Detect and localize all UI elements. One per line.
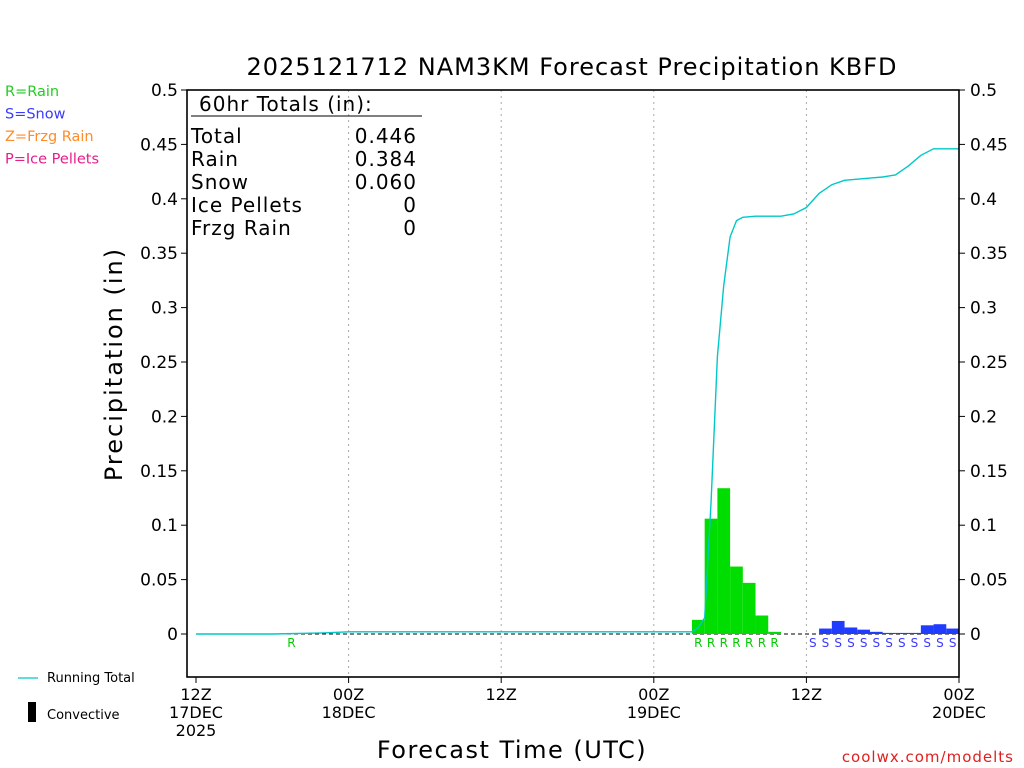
y-tick-label-left: 0 — [167, 625, 178, 645]
y-tick-label-left: 0.45 — [140, 135, 178, 155]
snow-bar — [882, 632, 896, 634]
ptype-legend: R=Rain S=Snow Z=Frzg Rain P=Ice Pellets — [5, 84, 99, 168]
rain-bar — [768, 631, 781, 634]
y-tick-label-right: 0.05 — [970, 571, 1008, 591]
snow-bar — [908, 632, 921, 634]
rain-bar — [704, 518, 718, 634]
y-axis-label: Precipitation (in) — [100, 247, 128, 481]
y-tick-label-right: 0.3 — [970, 299, 997, 319]
snow-bar — [920, 625, 934, 634]
plot-frame — [186, 89, 960, 678]
y-tick-label-right: 0 — [970, 625, 981, 645]
ptype-marker-s: S — [809, 636, 817, 650]
snow-bar — [844, 627, 858, 634]
totals-label: Snow — [191, 170, 249, 194]
ptype-marker-r: R — [745, 636, 753, 650]
totals-label: Rain — [191, 147, 239, 171]
totals-header: 60hr Totals (in): — [199, 92, 373, 116]
ptype-marker-s: S — [898, 636, 906, 650]
ptype-marker-s: S — [822, 636, 830, 650]
y-tick-label-left: 0.5 — [151, 81, 178, 101]
ptype-marker-r: R — [287, 636, 295, 650]
running-total-legend-label: Running Total — [47, 671, 135, 686]
y-tick-label-right: 0.1 — [970, 516, 997, 536]
legend-entry-rain: R=Rain — [5, 84, 59, 100]
x-tick-label: 00Z — [943, 685, 974, 704]
legend-entry-ice-pellets: P=Ice Pellets — [5, 152, 99, 168]
snow-bar — [869, 631, 883, 634]
legend-entry-snow: S=Snow — [5, 107, 66, 123]
x-tick-label: 17DEC — [169, 703, 223, 722]
totals-label: Total — [190, 124, 243, 148]
x-axis-label: Forecast Time (UTC) — [377, 736, 647, 764]
ptype-marker-s: S — [847, 636, 855, 650]
running-total-line — [196, 148, 959, 635]
rain-bar — [755, 615, 769, 634]
convective-swatch — [28, 702, 36, 722]
y-tick-label-right: 0.35 — [970, 244, 1008, 264]
chart-title: 2025121712 NAM3KM Forecast Precipitation… — [246, 53, 897, 81]
ptype-marker-s: S — [873, 636, 881, 650]
y-tick-label-left: 0.2 — [151, 407, 178, 427]
y-tick-label-right: 0.15 — [970, 462, 1008, 482]
snow-bar — [857, 629, 870, 634]
credit-text: coolwx.com/modelts — [842, 748, 1014, 766]
ptype-marker-r: R — [732, 636, 740, 650]
ptype-marker-s: S — [834, 636, 842, 650]
totals-label: Ice Pellets — [191, 193, 303, 217]
ptype-marker-s: S — [885, 636, 893, 650]
snow-bar — [933, 624, 947, 634]
ptype-marker-s: S — [860, 636, 868, 650]
snow-bar — [895, 632, 909, 634]
rain-bar — [730, 566, 743, 634]
y-tick-label-left: 0.3 — [151, 299, 178, 319]
x-tick-label: 12Z — [791, 685, 822, 704]
rain-bar — [742, 582, 756, 634]
x-tick-label: 12Z — [180, 685, 211, 704]
y-tick-label-left: 0.05 — [140, 571, 178, 591]
convective-legend-label: Convective — [47, 708, 120, 723]
ptype-marker-s: S — [911, 636, 919, 650]
y-tick-label-right: 0.25 — [970, 353, 1008, 373]
y-tick-label-left: 0.4 — [151, 190, 178, 210]
x-tick-label: 00Z — [638, 685, 669, 704]
ptype-marker-s: S — [936, 636, 944, 650]
totals-value: 0.060 — [355, 170, 417, 194]
ptype-marker-r: R — [720, 636, 728, 650]
y-tick-label-left: 0.25 — [140, 353, 178, 373]
legend-entry-frzg-rain: Z=Frzg Rain — [5, 129, 94, 145]
ptype-marker-s: S — [949, 636, 957, 650]
snow-bar — [819, 628, 832, 634]
x-tick-label: 19DEC — [627, 703, 681, 722]
ptype-marker-r: R — [770, 636, 778, 650]
rain-bar — [717, 488, 731, 634]
totals-value: 0.384 — [355, 147, 417, 171]
y-tick-label-left: 0.1 — [151, 516, 178, 536]
bottom-legend: Running Total Convective — [18, 671, 135, 723]
ptype-marker-r: R — [694, 636, 702, 650]
x-tick-label: 00Z — [333, 685, 364, 704]
totals-value: 0.446 — [355, 124, 417, 148]
x-tick-label: 18DEC — [322, 703, 376, 722]
totals-value: 0 — [403, 193, 417, 217]
y-tick-label-right: 0.4 — [970, 190, 997, 210]
x-tick-label: 20DEC — [932, 703, 986, 722]
totals-value: 0 — [403, 216, 417, 240]
y-tick-label-right: 0.5 — [970, 81, 997, 101]
snow-bar — [946, 628, 959, 634]
x-tick-label: 12Z — [486, 685, 517, 704]
ptype-marker-s: S — [923, 636, 931, 650]
totals-label: Frzg Rain — [191, 216, 292, 240]
snow-bar — [831, 620, 845, 634]
y-tick-label-left: 0.35 — [140, 244, 178, 264]
y-tick-label-left: 0.15 — [140, 462, 178, 482]
x-tick-label: 2025 — [176, 721, 217, 740]
y-tick-label-right: 0.2 — [970, 407, 997, 427]
y-tick-label-right: 0.45 — [970, 135, 1008, 155]
plot-area: R R R R R R R R S S S S S S S S S S S S0 00.05 0.050.1 0.10.15… — [140, 81, 1008, 740]
ptype-marker-r: R — [758, 636, 766, 650]
ptype-marker-r: R — [707, 636, 715, 650]
